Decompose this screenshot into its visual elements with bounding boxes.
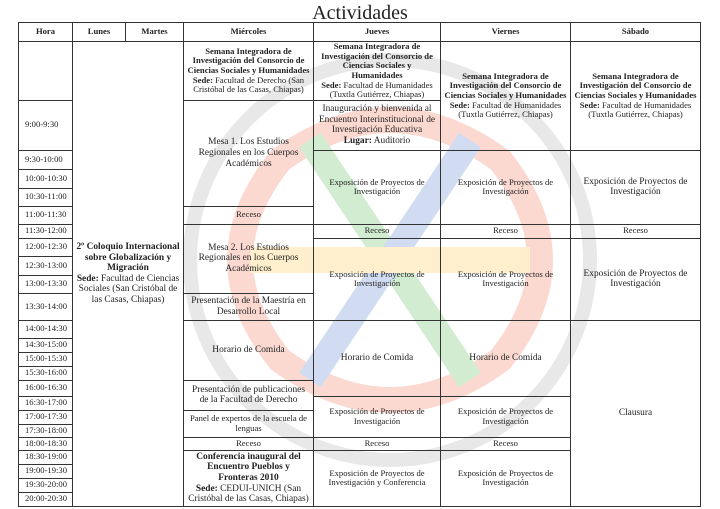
cell-text: Sede: [449, 99, 470, 110]
schedule-table: Hora Lunes Martes Miércoles Jueves Viern… [18, 22, 701, 507]
event-cell: Horario de Comida [183, 319, 314, 381]
event-cell: Receso [313, 223, 441, 239]
event-cell: Conferencia inaugural del Encuentro Pueb… [183, 449, 314, 507]
event-cell: Semana Integradora de Investigación del … [570, 41, 701, 151]
event-cell: Clausura [570, 319, 701, 507]
cell-text: Sede: [321, 79, 342, 90]
event-cell: Receso [440, 436, 571, 451]
cell-text: Sede: [579, 99, 600, 110]
cell-text: Semana Integradora de Investigación del … [321, 41, 433, 80]
cell-text: Facultad de Ciencias Sociales (San Crist… [78, 273, 180, 305]
hour-cell: 20:00-20:30 [18, 491, 73, 507]
event-cell: Semana Integradora de Investigación del … [183, 41, 314, 101]
event-cell: Receso [313, 436, 441, 451]
hour-cell: 18:00-18:30 [18, 436, 73, 451]
event-cell: Exposición de Proyectos de Investigación [440, 149, 571, 225]
header: Viernes [440, 22, 571, 42]
hour-cell: 12:30-13:00 [18, 255, 73, 276]
event-cell: Exposición de Proyectos de Investigación [313, 149, 441, 225]
hour-cell: 15:30-16:00 [18, 365, 73, 381]
event-cell: Horario de Comida [313, 319, 441, 397]
cell-text: Sede: [195, 483, 218, 494]
event-cell: Semana Integradora de Investigación del … [440, 41, 571, 151]
hour-cell: 16:00-16:30 [18, 379, 73, 397]
hour-cell: 19:30-20:00 [18, 477, 73, 493]
event-cell: Receso [183, 205, 314, 225]
hour-cell: 13:30-14:00 [18, 292, 73, 321]
hour-cell: 10:30-11:00 [18, 187, 73, 207]
header: Hora [18, 22, 73, 42]
hour-cell: 10:00-10:30 [18, 168, 73, 189]
event-cell: Inauguración y bienvenida al Encuentro I… [313, 99, 441, 151]
cell-text: Sede: [76, 273, 99, 284]
cell-text: Semana Integradora de Investigación del … [444, 70, 567, 101]
cell-text: Lugar: [343, 135, 372, 146]
hour-cell: 15:00-15:30 [18, 351, 73, 367]
hour-cell: 17:30-18:00 [18, 423, 73, 438]
hour-cell: 19:00-19:30 [18, 463, 73, 479]
hour-cell [18, 41, 73, 101]
cell-text: CEDUI-UNICH (San Cristóbal de las Casas,… [188, 483, 309, 505]
hour-cell: 14:30-15:00 [18, 337, 73, 353]
event-cell: Horario de Comida [440, 319, 571, 397]
event-cell: Receso [570, 223, 701, 239]
cell-text: Inauguración y bienvenida al Encuentro I… [318, 104, 436, 136]
event-cell: Presentación de la Maestría en Desarroll… [183, 292, 314, 321]
header: Sábado [570, 22, 701, 42]
header: Lunes [72, 22, 126, 42]
hour-cell: 16:30-17:00 [18, 395, 73, 411]
hour-cell: 14:00-14:30 [18, 319, 73, 339]
event-cell: Exposición de Proyectos de Investigación [570, 149, 701, 225]
event-cell: Exposición de Proyectos de Investigación [440, 449, 571, 507]
cell-text: Sede: [192, 74, 213, 85]
header: Jueves [313, 22, 441, 42]
event-cell: Mesa 2. Los Estudios Regionales en los C… [183, 223, 314, 294]
cell-text: 2º Coloquio Internacional sobre Globaliz… [76, 242, 180, 274]
event-cell: Exposición de Proyectos de Investigación [570, 237, 701, 321]
event-cell: Exposición de Proyectos de Investigación [313, 395, 441, 438]
hour-cell: 11:30-12:00 [18, 223, 73, 239]
event-cell: Receso [183, 436, 314, 451]
event-cell: Exposición de Proyectos de Investigación [313, 237, 441, 321]
hour-cell: 9:00-9:30 [18, 99, 73, 151]
cell-text: Semana Integradora de Investigación del … [574, 70, 697, 101]
event-cell: Receso [440, 223, 571, 239]
hour-cell: 9:30-10:00 [18, 149, 73, 170]
hour-cell: 13:00-13:30 [18, 274, 73, 294]
cell-text: Facultad de Humanidades (Tuxtla Gutiérre… [458, 99, 562, 120]
cell-text: Conferencia inaugural del Encuentro Pueb… [196, 451, 301, 483]
event-cell: Panel de expertos de la escuela de lengu… [183, 409, 314, 438]
event-cell: Mesa 1. Los Estudios Regionales en los C… [183, 99, 314, 207]
event-cell: Exposición de Proyectos de Investigación… [313, 449, 441, 507]
cell-text: Semana Integradora de Investigación del … [187, 45, 310, 76]
cell-text: Facultad de Humanidades (Tuxtla Gutiérre… [329, 79, 433, 100]
cell-text: Facultad de Humanidades (Tuxtla Gutiérre… [588, 99, 692, 120]
hour-cell: 18:30-19:00 [18, 449, 73, 465]
cell-text: Auditorio [373, 135, 411, 146]
header: Martes [125, 22, 184, 42]
event-cell: 2º Coloquio Internacional sobre Globaliz… [72, 41, 184, 507]
event-cell: Presentación de publicaciones de la Facu… [183, 379, 314, 411]
hour-cell: 12:00-12:30 [18, 237, 73, 257]
hour-cell: 17:00-17:30 [18, 409, 73, 425]
cell-text: Facultad de Derecho (San Cristóbal de la… [193, 74, 305, 95]
title: Actividades [312, 2, 408, 24]
event-cell: Exposición de Proyectos de Investigación [440, 237, 571, 321]
hour-cell: 11:00-11:30 [18, 205, 73, 225]
event-cell: Semana Integradora de Investigación del … [313, 41, 441, 101]
event-cell: Exposición de Proyectos de Investigación [440, 395, 571, 438]
header: Miércoles [183, 22, 314, 42]
